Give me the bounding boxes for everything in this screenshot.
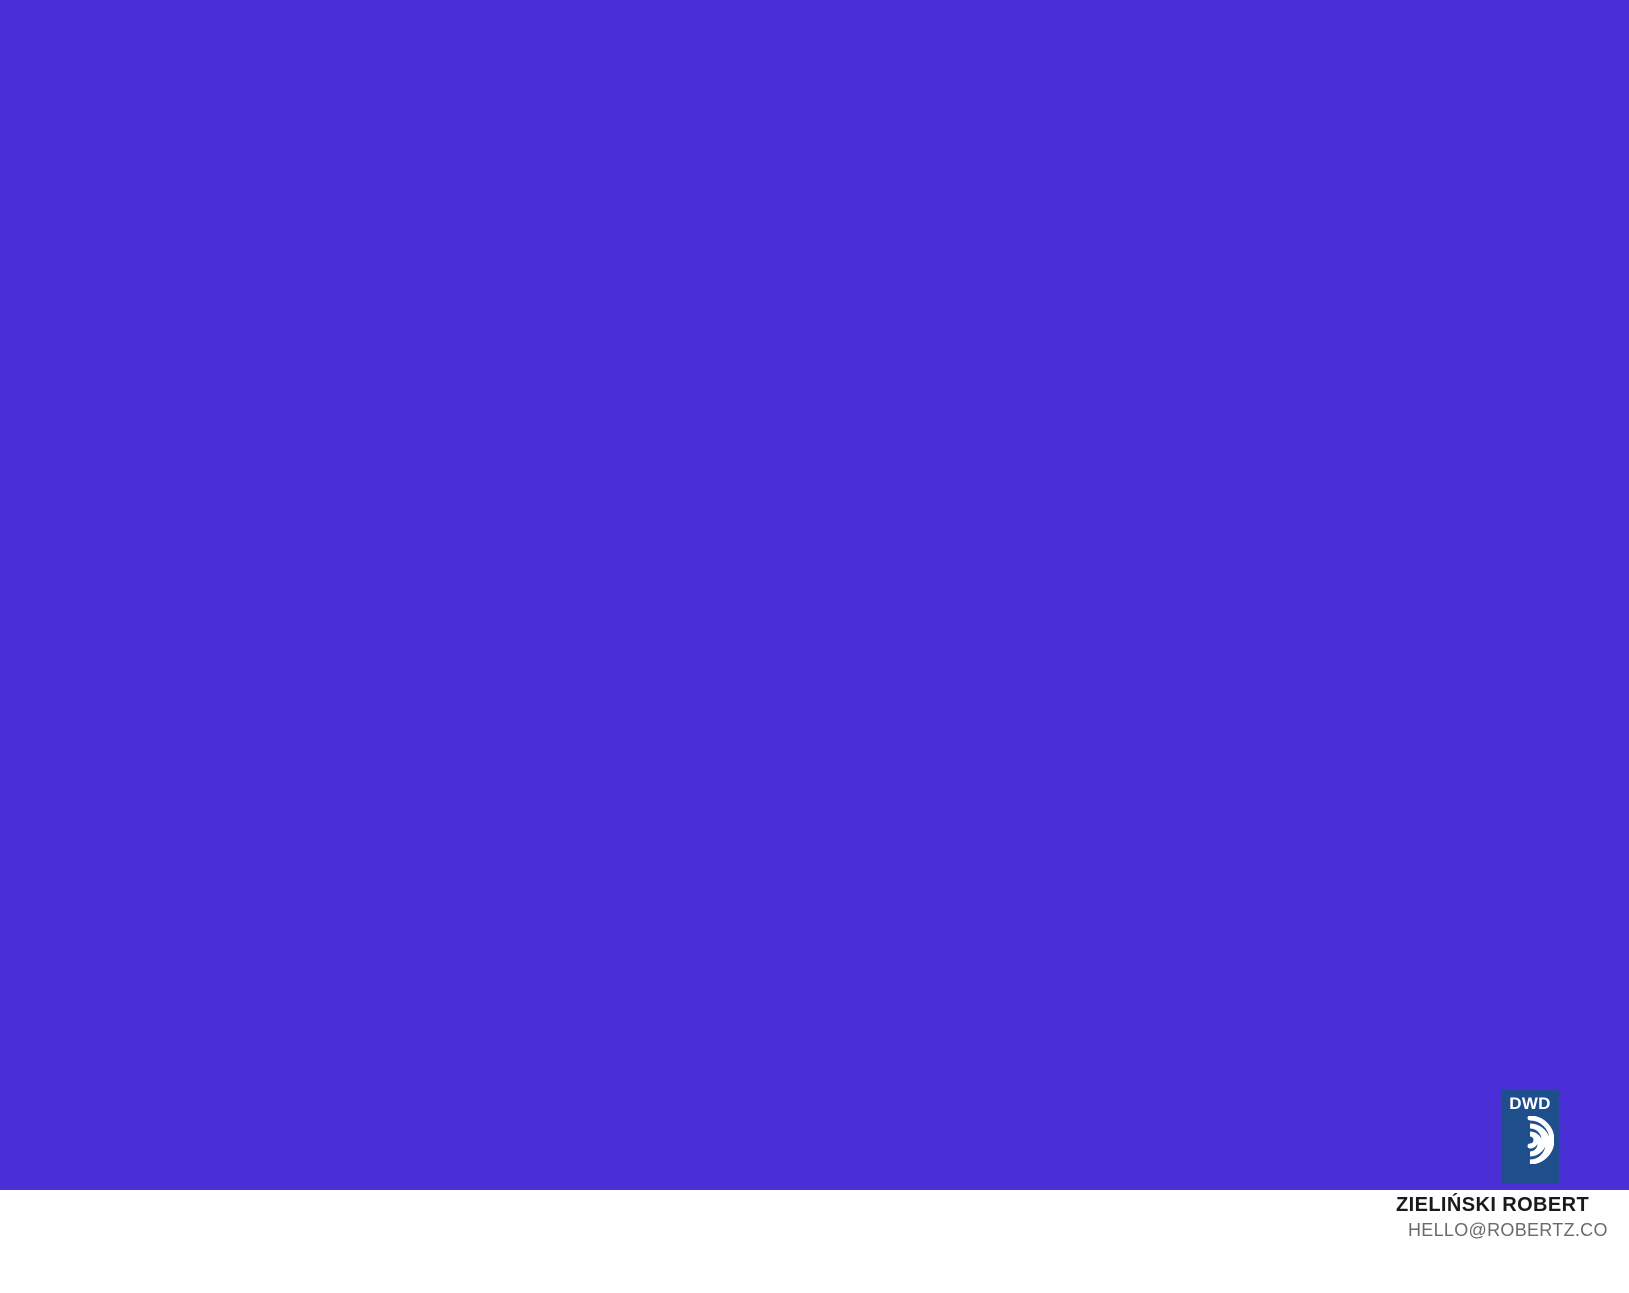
- weather-map[interactable]: [0, 0, 1629, 1190]
- dwd-label: DWD: [1509, 1094, 1551, 1113]
- attribution-block: ZIELIŃSKI ROBERT HELLO@ROBERTZ.CO: [1396, 1192, 1629, 1242]
- dwd-spiral-icon: [1507, 1116, 1554, 1164]
- map-vector-overlay: [0, 0, 1629, 1190]
- legend-panel: [0, 1190, 1629, 1287]
- author-email: HELLO@ROBERTZ.CO: [1408, 1220, 1608, 1240]
- wind-gust-raster: [0, 0, 1629, 1190]
- author-name: ZIELIŃSKI ROBERT: [1396, 1194, 1590, 1216]
- dwd-logo: DWD: [1501, 1090, 1559, 1184]
